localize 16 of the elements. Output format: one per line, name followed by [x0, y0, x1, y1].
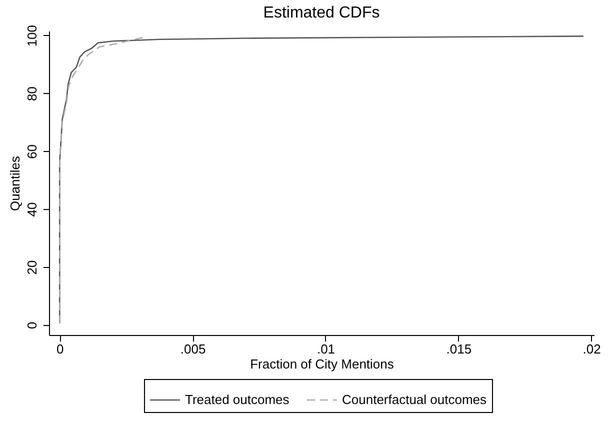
y-tick-label: 40: [24, 202, 40, 217]
x-axis-title: Fraction of City Mentions: [250, 356, 394, 372]
legend-label: Counterfactual outcomes: [342, 392, 488, 407]
x-tick-label: .015: [446, 342, 472, 356]
chart-title: Estimated CDFs: [263, 4, 380, 22]
y-axis-title: Quantiles: [8, 156, 22, 211]
y-tick-label: 20: [24, 260, 40, 275]
legend-label: Treated outcomes: [185, 392, 290, 407]
x-tick-label: .01: [316, 342, 336, 356]
x-tick-label: .02: [582, 342, 601, 356]
y-tick-label: 100: [24, 24, 40, 47]
y-tick-label: 80: [24, 86, 40, 101]
x-tick-label: 0: [56, 342, 64, 356]
y-tick-label: 0: [24, 322, 40, 329]
x-tick-label: .005: [180, 342, 206, 356]
y-tick-label: 60: [24, 144, 40, 159]
